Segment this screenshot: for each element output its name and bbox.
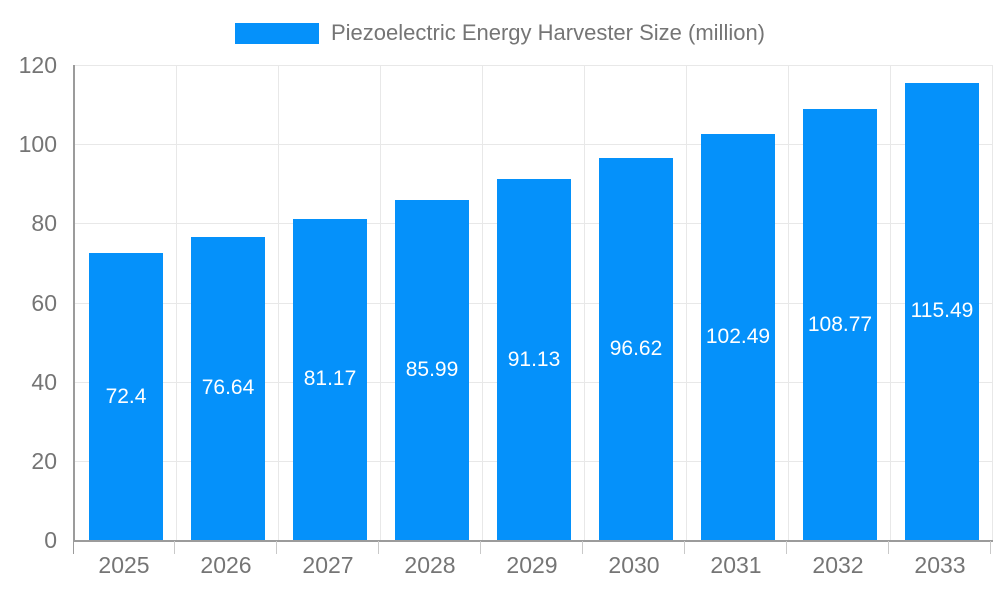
x-tick-label: 2026 xyxy=(200,552,252,578)
bar-2033[interactable]: 115.49 xyxy=(905,82,979,540)
bar-value-label: 81.17 xyxy=(303,367,357,391)
x-tick-mark xyxy=(480,541,481,554)
x-tick-label: 2029 xyxy=(506,552,558,578)
bar-2028[interactable]: 85.99 xyxy=(395,199,469,540)
bar-2025[interactable]: 72.4 xyxy=(89,253,163,540)
bar-value-label: 108.77 xyxy=(807,312,873,336)
y-tick-label: 100 xyxy=(18,131,57,158)
gridline-horizontal xyxy=(75,144,993,146)
gridline-vertical xyxy=(482,65,483,540)
x-tick-mark xyxy=(378,541,379,554)
bar-value-label: 85.99 xyxy=(405,357,459,381)
gridline-vertical xyxy=(278,65,279,540)
gridline-vertical xyxy=(584,65,585,540)
bar-value-label: 115.49 xyxy=(910,299,974,323)
y-tick-label: 80 xyxy=(31,210,57,237)
y-tick-label: 60 xyxy=(31,289,57,316)
gridline-vertical xyxy=(686,65,687,540)
x-tick-label: 2028 xyxy=(404,552,456,578)
bar-value-label: 91.13 xyxy=(507,347,561,371)
legend-label: Piezoelectric Energy Harvester Size (mil… xyxy=(330,20,766,45)
y-tick-label: 20 xyxy=(31,447,57,474)
gridline-vertical xyxy=(380,65,381,540)
bar-2030[interactable]: 96.62 xyxy=(599,157,673,540)
x-tick-mark xyxy=(174,541,175,554)
y-tick-label: 0 xyxy=(44,527,57,553)
bar-2026[interactable]: 76.64 xyxy=(191,236,265,540)
legend-swatch xyxy=(234,22,319,44)
x-tick-label: 2027 xyxy=(302,552,354,578)
gridline-vertical xyxy=(788,65,789,540)
y-tick-label: 120 xyxy=(18,52,57,78)
x-tick-mark xyxy=(786,541,787,554)
y-tick-label: 40 xyxy=(31,368,57,395)
x-axis-ticks xyxy=(73,541,991,555)
bar-2027[interactable]: 81.17 xyxy=(293,218,367,540)
bar-value-label: 76.64 xyxy=(201,376,255,400)
x-tick-mark xyxy=(582,541,583,554)
x-tick-label: 2025 xyxy=(98,552,150,578)
bar-value-label: 96.62 xyxy=(609,336,663,360)
gridline-vertical xyxy=(992,65,993,540)
x-tick-label: 2030 xyxy=(608,552,660,578)
bar-value-label: 102.49 xyxy=(705,325,771,349)
x-tick-label: 2031 xyxy=(710,552,762,578)
plot-area: 72.4 76.64 81.17 85.99 91.13 96.62 102.49 108.7… xyxy=(73,65,993,542)
bar-2029[interactable]: 91.13 xyxy=(497,179,571,540)
x-tick-label: 2032 xyxy=(812,552,864,578)
bar-value-label: 72.4 xyxy=(105,384,147,408)
y-axis-labels: 0 20 40 60 80 100 120 xyxy=(0,52,57,553)
x-axis-labels: 2025 2026 2027 2028 2029 2030 2031 2032 2033 xyxy=(73,552,991,592)
x-tick-mark xyxy=(888,541,889,554)
x-tick-mark xyxy=(276,541,277,554)
gridline-vertical xyxy=(890,65,891,540)
x-tick-mark xyxy=(990,541,991,554)
legend-item[interactable]: Piezoelectric Energy Harvester Size (mil… xyxy=(0,20,1000,46)
bar-2032[interactable]: 108.77 xyxy=(803,109,877,540)
x-tick-mark xyxy=(684,541,685,554)
x-tick-label: 2033 xyxy=(914,552,966,578)
bar-2031[interactable]: 102.49 xyxy=(701,134,775,540)
x-tick-mark xyxy=(73,541,74,554)
gridline-vertical xyxy=(176,65,177,540)
gridline-horizontal xyxy=(75,65,993,66)
